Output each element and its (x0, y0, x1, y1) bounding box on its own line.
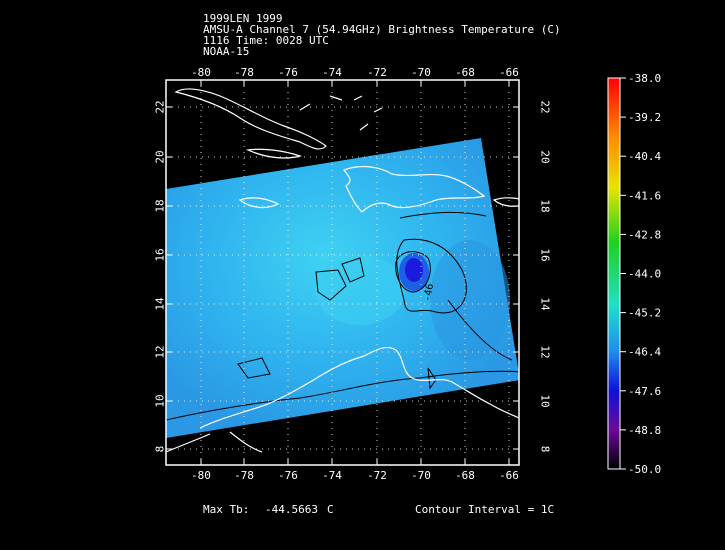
south-america-coast (199, 346, 519, 429)
lat-label: 18 (539, 199, 552, 212)
lon-label: -70 (411, 469, 431, 482)
lat-label: 12 (154, 345, 167, 358)
lon-labels-bottom: -80 -78 -76 -74 -72 -70 -68 -66 (191, 469, 519, 482)
colorbar-label: -39.2 (628, 111, 661, 124)
lon-label: -68 (455, 66, 475, 79)
title-line-2: AMSU-A Channel 7 (54.94GHz) Brightness T… (203, 23, 561, 36)
south-america-coast (166, 431, 263, 453)
jamaica-coast (238, 197, 280, 209)
max-tb-label: Max Tb: (203, 503, 250, 516)
lon-label: -70 (411, 66, 431, 79)
lat-label: 14 (539, 297, 552, 311)
lat-label: 16 (154, 248, 167, 261)
contour-interval: Contour Interval = 1C (415, 503, 555, 516)
colorbar (607, 77, 621, 470)
puerto-rico-coast (492, 197, 519, 207)
colorbar-label: -41.6 (628, 189, 661, 202)
colorbar-label: -48.8 (628, 424, 661, 437)
colorbar-label: -44.0 (628, 268, 661, 281)
colorbar-label: -40.4 (628, 150, 661, 163)
hispaniola-coast (343, 165, 486, 213)
contour-line (166, 370, 519, 421)
lat-label: 10 (539, 394, 552, 407)
contour-line (396, 238, 467, 314)
contour-layer (166, 211, 519, 421)
grid-lines (166, 80, 519, 465)
lon-label: -80 (191, 66, 211, 79)
title-line-1: 1999LEN 1999 (203, 12, 283, 25)
lat-label: 16 (539, 248, 552, 261)
lat-label: 12 (539, 345, 552, 358)
lat-labels-right: 22 20 18 16 14 12 10 8 (539, 100, 552, 452)
lat-label: 8 (539, 446, 552, 453)
contour-line (427, 367, 437, 390)
lat-label: 8 (154, 446, 167, 453)
lat-label: 14 (154, 297, 167, 311)
lon-label: -74 (322, 66, 342, 79)
lon-label: -76 (278, 469, 298, 482)
colorbar-label: -46.4 (628, 346, 661, 359)
max-tb-value: -44.5663 (265, 503, 318, 516)
lon-label: -74 (322, 469, 342, 482)
frame-ticks (166, 80, 519, 465)
colorbar-label: -45.2 (628, 307, 661, 320)
warm-patch (315, 255, 405, 325)
contour-line (237, 357, 271, 379)
lon-label: -72 (367, 66, 387, 79)
lon-label: -76 (278, 66, 298, 79)
title-line-3: 1116 Time: 0028 UTC (203, 34, 329, 47)
lat-label: 18 (154, 199, 167, 212)
cuba-coast (245, 148, 303, 159)
contour-line (315, 269, 347, 301)
cuba-coast (174, 88, 327, 150)
lat-label: 20 (154, 150, 167, 163)
lon-label: -68 (455, 469, 475, 482)
contour-line (399, 211, 487, 219)
lat-labels-left: 22 20 18 16 14 12 10 8 (154, 100, 167, 452)
lon-label: -66 (499, 469, 519, 482)
coastline-layer (166, 88, 519, 453)
contour-label: -46 (422, 283, 436, 303)
lon-label: -72 (367, 469, 387, 482)
colorbar-label: -38.0 (628, 72, 661, 85)
contour-line (447, 299, 513, 361)
contour-line (341, 257, 365, 283)
colorbar-label: -50.0 (628, 463, 661, 476)
lon-label: -78 (234, 66, 254, 79)
colorbar-labels: -38.0 -39.2 -40.4 -41.6 -42.8 -44.0 -45.2 -46.4… (620, 72, 661, 476)
cold-core (405, 258, 423, 282)
lon-label: -80 (191, 469, 211, 482)
bahamas-coast (299, 95, 383, 131)
lat-label: 22 (539, 100, 552, 113)
lat-label: 22 (154, 100, 167, 113)
lon-label: -66 (499, 66, 519, 79)
title-line-4: NOAA-15 (203, 45, 250, 58)
lon-label: -78 (234, 469, 254, 482)
lon-labels-top: -80 -78 -76 -74 -72 -70 -68 -66 (191, 66, 519, 79)
map-frame (165, 79, 520, 466)
lat-label: 20 (539, 150, 552, 163)
colorbar-label: -42.8 (628, 228, 661, 241)
cool-patch (430, 240, 510, 360)
colorbar-label: -47.6 (628, 385, 661, 398)
max-tb-unit: C (327, 503, 334, 516)
lat-label: 10 (154, 394, 167, 407)
